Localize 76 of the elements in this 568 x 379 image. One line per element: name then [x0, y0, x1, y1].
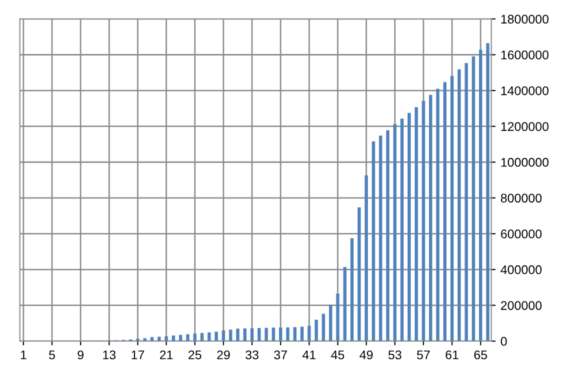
bar: [250, 328, 254, 342]
bar: [393, 124, 396, 342]
bar: [164, 336, 168, 342]
bar: [322, 314, 326, 342]
x-tick-label: 33: [246, 350, 258, 360]
x-tick-label: 5: [49, 350, 55, 360]
bar: [200, 333, 204, 342]
bar: [143, 338, 146, 342]
x-tick-label: 13: [103, 350, 116, 360]
bar: [293, 327, 296, 342]
y-tick-label: 400000: [500, 265, 542, 274]
bar: [286, 327, 290, 342]
bar: [258, 328, 261, 342]
bar: [358, 207, 361, 342]
bar: [193, 334, 196, 342]
bar: [236, 328, 240, 342]
y-tick-label: 800000: [500, 194, 542, 203]
bar: [386, 130, 390, 342]
x-tick-label: 53: [388, 350, 402, 360]
x-tick-label: 61: [446, 350, 458, 360]
bar: [150, 337, 154, 342]
bar: [378, 136, 382, 342]
bar: [443, 82, 446, 342]
bar: [243, 328, 246, 342]
bar: [208, 332, 211, 342]
x-tick-label: 17: [132, 350, 144, 360]
x-tick-label: 49: [360, 350, 373, 360]
bar: [308, 326, 311, 342]
bar: [350, 238, 354, 342]
y-tick-label: 200000: [500, 301, 542, 310]
bar: [264, 328, 268, 342]
bar: [278, 328, 282, 342]
bar: [222, 330, 226, 342]
x-tick-label: 57: [417, 350, 430, 360]
y-tick-label: 0: [500, 336, 507, 346]
bar: [422, 100, 426, 342]
bar: [343, 267, 346, 342]
x-tick-label: 29: [217, 350, 230, 360]
bar: [314, 320, 318, 342]
bar: [436, 88, 440, 342]
bar: [428, 94, 432, 342]
bar: [172, 336, 176, 342]
bar: [214, 332, 218, 342]
x-tick-label: 37: [274, 350, 287, 360]
bar: [479, 50, 482, 342]
bar: [408, 112, 411, 342]
y-tick-label: 1200000: [501, 122, 549, 131]
y-tick-label: 1600000: [501, 50, 549, 60]
x-tick-label: 1: [20, 350, 26, 360]
bar: [158, 336, 161, 342]
x-tick-label: 25: [188, 350, 202, 360]
bar: [400, 118, 404, 342]
x-tick-label: 9: [78, 350, 84, 360]
bar: [472, 56, 476, 342]
bar: [300, 326, 304, 342]
bar: [372, 141, 376, 342]
bar: [450, 76, 454, 342]
bar: [364, 175, 368, 342]
bar: [464, 63, 468, 342]
y-tick-label: 1000000: [501, 158, 549, 167]
bar: [186, 334, 190, 342]
x-tick-label: 41: [302, 350, 316, 360]
x-tick-label: 45: [331, 350, 344, 360]
y-tick-label: 1400000: [501, 86, 549, 96]
bar: [486, 43, 490, 342]
y-tick-label: 1800000: [501, 14, 549, 24]
x-tick-label: 65: [474, 350, 488, 360]
bar: [458, 69, 461, 342]
x-tick-label: 21: [160, 350, 173, 360]
bar: [136, 338, 140, 342]
bar: [272, 328, 276, 342]
bar: [336, 294, 340, 342]
bar: [328, 304, 332, 342]
bar: [414, 107, 418, 342]
bar: [228, 330, 232, 342]
y-tick-label: 600000: [500, 230, 542, 238]
